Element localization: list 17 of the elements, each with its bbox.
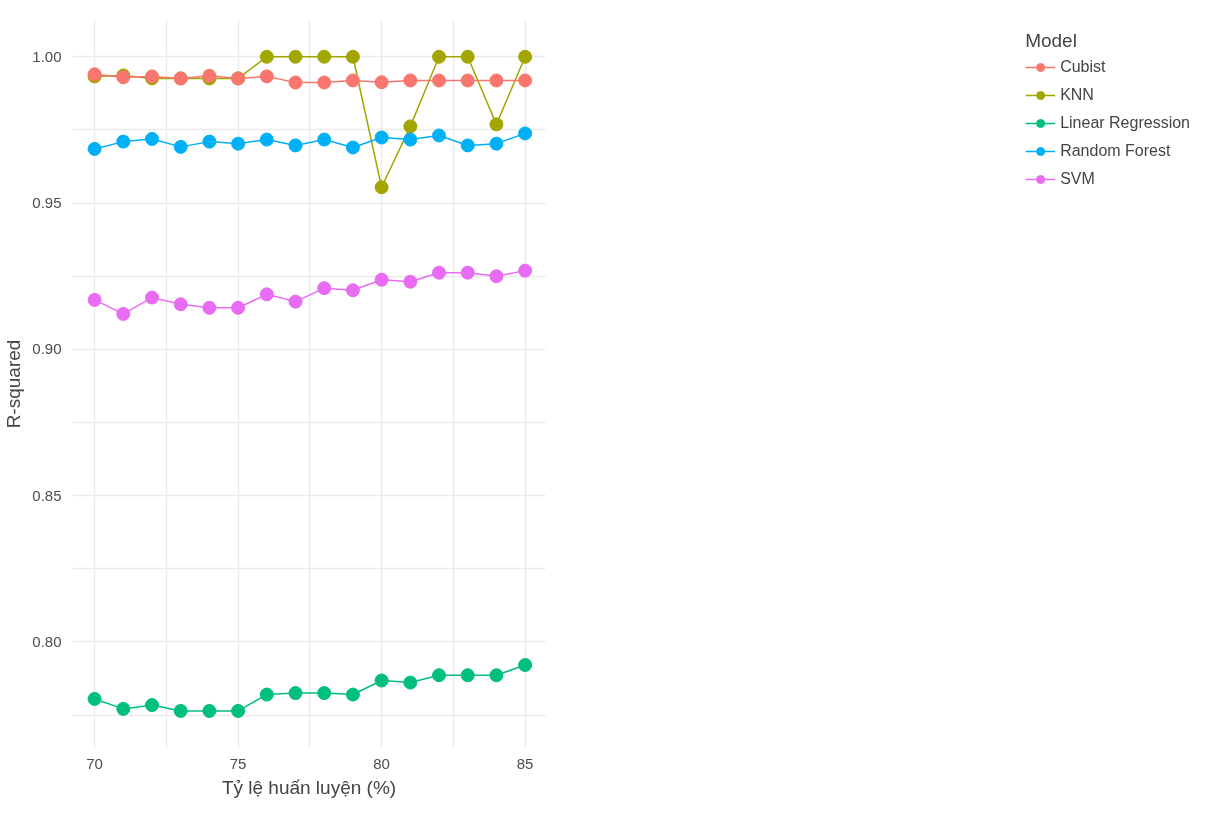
legend-label: SVM — [1060, 170, 1095, 188]
x-tick-label: 80 — [373, 754, 390, 772]
y-tick-label: 1.00 — [32, 47, 62, 65]
y-axis-title: R-squared — [3, 339, 25, 429]
y-tick-label: 0.85 — [32, 486, 62, 504]
legend-label: Cubist — [1060, 58, 1106, 76]
y-tick-label: 0.95 — [32, 194, 62, 212]
x-axis-title: Tỷ lệ huấn luyện (%) — [221, 776, 397, 798]
x-tick-label: 75 — [229, 754, 247, 772]
x-tick-label: 70 — [86, 754, 103, 772]
y-tick-label: 0.80 — [32, 632, 62, 650]
legend-title: Model — [1025, 30, 1078, 52]
legend-label: Linear Regression — [1060, 114, 1190, 132]
x-tick-label: 85 — [516, 754, 534, 772]
y-tick-label: 0.90 — [32, 340, 62, 358]
legend-label: Random Forest — [1060, 142, 1171, 160]
legend-label: KNN — [1060, 86, 1094, 104]
